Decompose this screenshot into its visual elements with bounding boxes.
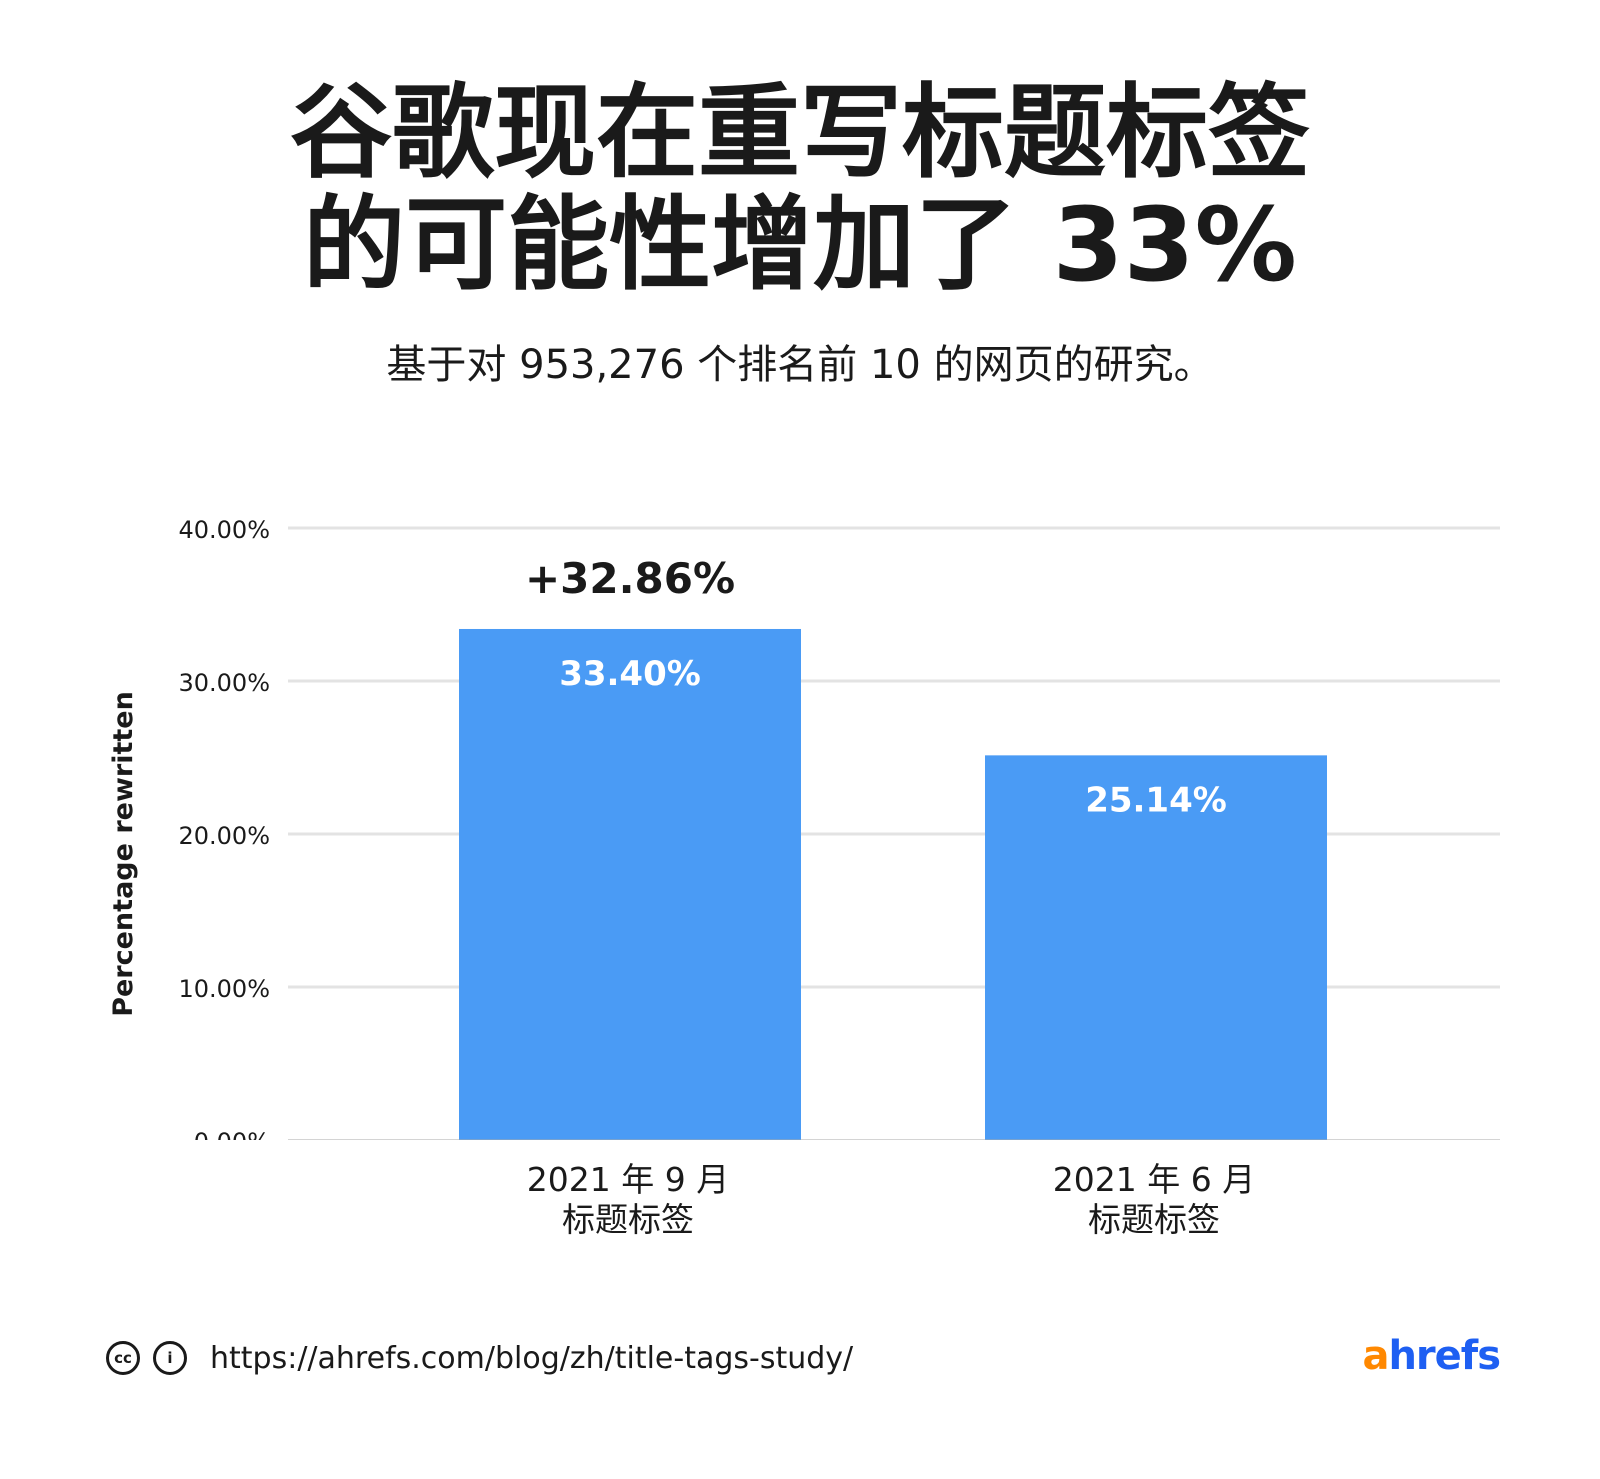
x-category-label-1: 2021 年 6 月 标题标签	[954, 1160, 1354, 1240]
y-tick-label-2: 20.00%	[178, 822, 270, 850]
y-tick-label-1: 10.00%	[178, 975, 270, 1003]
footer: cc i https://ahrefs.com/blog/zh/title-ta…	[106, 1338, 853, 1378]
x-category-label-0-line1: 2021 年 9 月	[526, 1160, 730, 1199]
y-tick-label-4: 40.00%	[178, 516, 270, 544]
y-axis-title: Percentage rewritten	[108, 691, 139, 1017]
change-annotation: +32.86%	[525, 554, 735, 603]
bar-1	[985, 755, 1327, 1140]
y-tick-label-3: 30.00%	[178, 669, 270, 697]
bar-0	[459, 628, 801, 1140]
x-category-label-1-line1: 2021 年 6 月	[1052, 1160, 1256, 1199]
x-category-label-0: 2021 年 9 月 标题标签	[428, 1160, 828, 1240]
cc-icon: cc	[106, 1341, 140, 1375]
chart-title: 谷歌现在重写标题标签 的可能性增加了 33%	[0, 78, 1600, 302]
logo-part-2: hrefs	[1388, 1333, 1501, 1379]
chart-subtitle: 基于对 953,276 个排名前 10 的网页的研究。	[386, 342, 1214, 388]
ahrefs-logo: ahrefs	[1350, 1333, 1501, 1379]
bar-value-label-1: 25.14%	[1085, 780, 1227, 820]
title-line-1: 谷歌现在重写标题标签	[290, 74, 1310, 193]
y-tick-label-0: 0.00%	[194, 1128, 270, 1140]
title-line-2: 的可能性增加了 33%	[303, 186, 1297, 305]
logo-part-1: a	[1362, 1333, 1389, 1379]
bar-chart: 0.00% 10.00% 20.00% 30.00% 40.00% Percentage …	[108, 516, 1500, 1140]
x-category-label-0-line2: 标题标签	[562, 1200, 694, 1239]
x-category-label-1-line2: 标题标签	[1088, 1200, 1220, 1239]
info-icon: i	[153, 1341, 187, 1375]
source-url[interactable]: https://ahrefs.com/blog/zh/title-tags-st…	[210, 1340, 854, 1376]
bar-value-label-0: 33.40%	[559, 654, 701, 694]
